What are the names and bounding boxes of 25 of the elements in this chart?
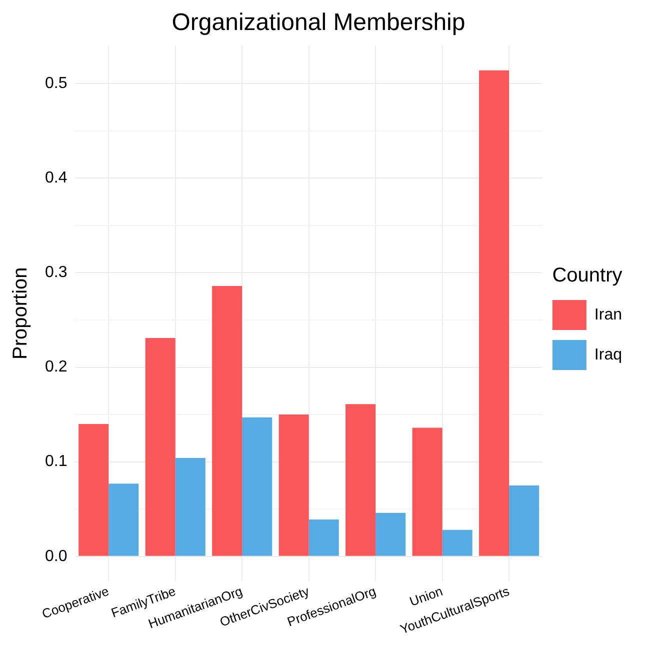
bar bbox=[346, 404, 376, 556]
chart-title: Organizational Membership bbox=[172, 9, 466, 36]
bar bbox=[308, 520, 339, 556]
bar bbox=[442, 530, 472, 556]
legend-title: Country bbox=[552, 264, 622, 287]
y-tick-label: 0.1 bbox=[44, 453, 68, 470]
bar bbox=[376, 512, 406, 556]
bar bbox=[242, 417, 272, 556]
bar bbox=[479, 70, 510, 556]
legend-label: Iraq bbox=[594, 346, 622, 364]
legend-label: Iran bbox=[594, 306, 622, 324]
y-tick-label: 0.2 bbox=[44, 358, 68, 376]
bar bbox=[175, 458, 206, 556]
y-tick-label: 0.3 bbox=[44, 264, 68, 282]
bar bbox=[412, 428, 442, 556]
y-tick-label: 0.5 bbox=[44, 75, 68, 92]
bar bbox=[108, 484, 139, 556]
bar bbox=[212, 286, 242, 556]
bar bbox=[78, 424, 109, 556]
bar bbox=[278, 414, 309, 556]
bar bbox=[145, 338, 176, 556]
y-tick-label: 0.4 bbox=[44, 170, 68, 187]
bar bbox=[509, 485, 540, 556]
y-axis-title: Proportion bbox=[10, 267, 32, 360]
y-tick-label: 0.0 bbox=[44, 548, 68, 565]
